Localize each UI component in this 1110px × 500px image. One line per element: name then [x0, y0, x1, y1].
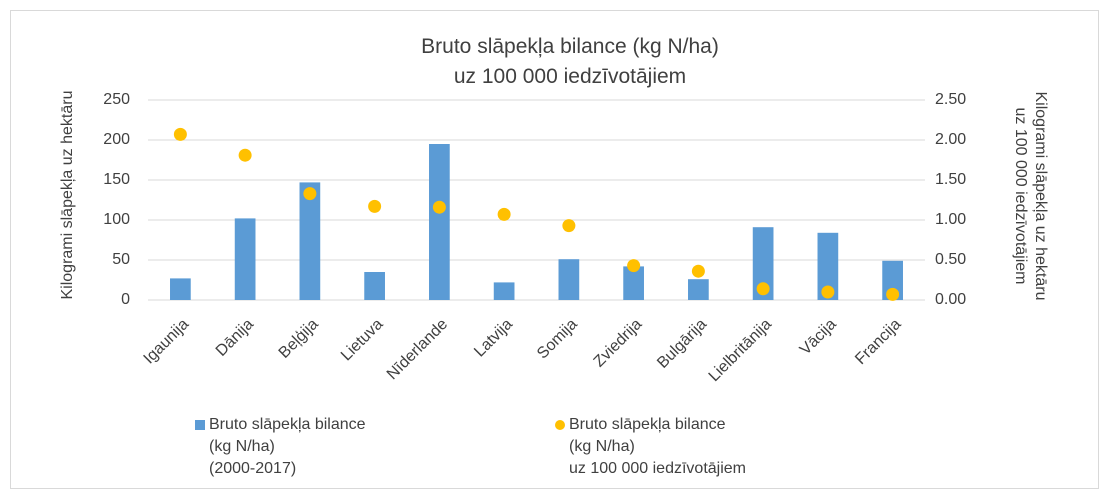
y-axis-label: Kilogrami slāpekļa uz hektāru	[59, 90, 76, 300]
dot	[562, 219, 576, 233]
dot	[238, 148, 252, 162]
dot	[821, 285, 835, 299]
bar	[558, 259, 580, 300]
dot	[886, 287, 900, 301]
dot	[756, 282, 770, 296]
bar	[752, 227, 774, 300]
bar	[493, 282, 515, 300]
dot	[497, 207, 511, 221]
dot	[691, 264, 705, 278]
y2-tick-label: 0.50	[935, 251, 966, 268]
bar	[882, 260, 903, 300]
y2-tick-label: 2.50	[935, 91, 966, 108]
bar	[170, 278, 191, 300]
legend-marker	[555, 420, 565, 430]
y2-tick-label: 0.00	[935, 291, 966, 308]
bar	[817, 232, 839, 300]
dot	[368, 199, 382, 213]
y-tick-label: 50	[112, 251, 130, 268]
y2-tick-label: 1.00	[935, 211, 966, 228]
y-tick-label: 0	[121, 291, 130, 308]
bar	[623, 266, 644, 300]
dot	[173, 127, 187, 141]
y-tick-label: 250	[103, 91, 130, 108]
bar	[299, 182, 321, 300]
y2-tick-label: 2.00	[935, 131, 966, 148]
y2-axis-label: Kilogrami slāpekļa uz hektāru uz 100 000…	[1012, 91, 1049, 301]
bar	[688, 279, 709, 300]
legend-marker	[195, 420, 205, 430]
bar	[234, 218, 256, 300]
chart-title: Bruto slāpekļa bilance (kg N/ha) uz 100 …	[421, 35, 719, 88]
y2-tick-label: 1.50	[935, 171, 966, 188]
y-tick-label: 150	[103, 171, 130, 188]
chart-border	[10, 10, 1099, 489]
y-tick-label: 100	[103, 211, 130, 228]
bar	[364, 272, 385, 300]
dot	[303, 187, 317, 201]
legend-label: Bruto slāpekļa bilance (kg N/ha) (2000-2…	[209, 416, 366, 477]
bar	[429, 144, 450, 300]
y-tick-label: 200	[103, 131, 130, 148]
dot	[432, 200, 446, 214]
legend-label: Bruto slāpekļa bilance (kg N/ha) uz 100 …	[569, 416, 746, 477]
dot	[627, 259, 641, 273]
